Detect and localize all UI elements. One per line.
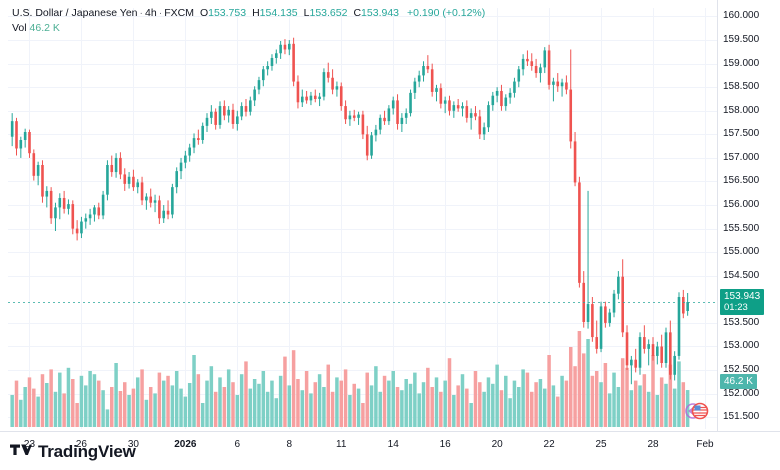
price-tick-160.000: 160.000	[723, 10, 760, 22]
time-tick-20: 20	[491, 439, 503, 450]
candlestick-series	[10, 37, 689, 385]
price-tick-159.000: 159.000	[723, 57, 760, 69]
legend-close-key: C	[353, 7, 362, 19]
price-tick-153.000: 153.000	[723, 340, 760, 352]
price-tick-157.000: 157.000	[723, 151, 760, 163]
time-tick-2026: 2026	[174, 439, 197, 450]
time-tick-14: 14	[387, 439, 399, 450]
legend-open-value: 153.753	[208, 7, 247, 19]
chart-plot-area[interactable]	[8, 8, 717, 429]
legend-exchange[interactable]: FXCM	[164, 7, 194, 19]
price-tick-159.500: 159.500	[723, 34, 760, 46]
legend-timeframe[interactable]: 4h	[145, 7, 157, 19]
last-price-value: 153.943	[724, 291, 761, 303]
time-tick-30: 30	[127, 439, 139, 450]
price-tick-155.500: 155.500	[723, 222, 760, 234]
volume-badge-value: 46.2 K	[724, 375, 753, 387]
price-tick-157.500: 157.500	[723, 128, 760, 140]
price-axis[interactable]: 160.000 159.500 159.000 158.500 158.000 157.5…	[717, 0, 780, 431]
time-tick-Feb: Feb	[696, 439, 714, 450]
bar-countdown: 01:23	[724, 302, 748, 314]
last-price-badge: 153.943 01:23	[720, 289, 765, 316]
legend-high-key: H	[252, 7, 260, 19]
legend-volume-value: 46.2 K	[29, 22, 60, 34]
legend-separator-1: ·	[139, 7, 144, 19]
time-tick-28: 28	[647, 439, 659, 450]
legend-volume-key: Vol	[12, 22, 27, 34]
time-tick-25: 25	[595, 439, 607, 450]
price-tick-155.000: 155.000	[723, 246, 760, 258]
legend-close-value: 153.943	[361, 7, 400, 19]
legend-separator-2: ·	[158, 7, 163, 19]
legend-volume-row[interactable]: Vol 46.2 K	[12, 22, 485, 35]
legend-low-key: L	[303, 7, 310, 19]
price-tick-156.500: 156.500	[723, 175, 760, 187]
legend-symbol-name[interactable]: U.S. Dollar / Japanese Yen	[12, 7, 138, 19]
price-tick-153.500: 153.500	[723, 316, 760, 328]
time-tick-6: 6	[234, 439, 241, 450]
volume-badge: 46.2 K	[720, 373, 757, 389]
legend-change-value: +0.190 (+0.12%)	[407, 7, 486, 19]
tradingview-branding[interactable]: TradingView	[10, 442, 136, 462]
legend-high-value: 154.135	[259, 7, 298, 19]
time-tick-26: 26	[75, 439, 87, 450]
price-tick-152.000: 152.000	[723, 387, 760, 399]
tradingview-wordmark: TradingView	[38, 442, 136, 461]
price-tick-154.500: 154.500	[723, 269, 760, 281]
price-tick-151.500: 151.500	[723, 411, 760, 423]
chart-legend: U.S. Dollar / Japanese Yen · 4h · FXCM O153.7…	[12, 6, 485, 35]
volume-bars	[10, 331, 690, 427]
price-tick-158.500: 158.500	[723, 81, 760, 93]
legend-low-value: 153.652	[309, 7, 348, 19]
time-tick-22: 22	[543, 439, 555, 450]
price-tick-158.000: 158.000	[723, 104, 760, 116]
legend-symbol-row[interactable]: U.S. Dollar / Japanese Yen · 4h · FXCM O153.7…	[12, 6, 485, 20]
time-tick-11: 11	[336, 439, 347, 450]
legend-open-key: O	[199, 7, 209, 19]
time-tick-8: 8	[286, 439, 293, 450]
time-tick-16: 16	[439, 439, 451, 450]
chart-canvas[interactable]	[8, 8, 717, 429]
price-tick-156.000: 156.000	[723, 199, 760, 211]
tradingview-logo-icon	[10, 443, 32, 462]
circular-flag-badge-icon	[684, 400, 710, 422]
price-tick-152.500: 152.500	[723, 364, 760, 376]
